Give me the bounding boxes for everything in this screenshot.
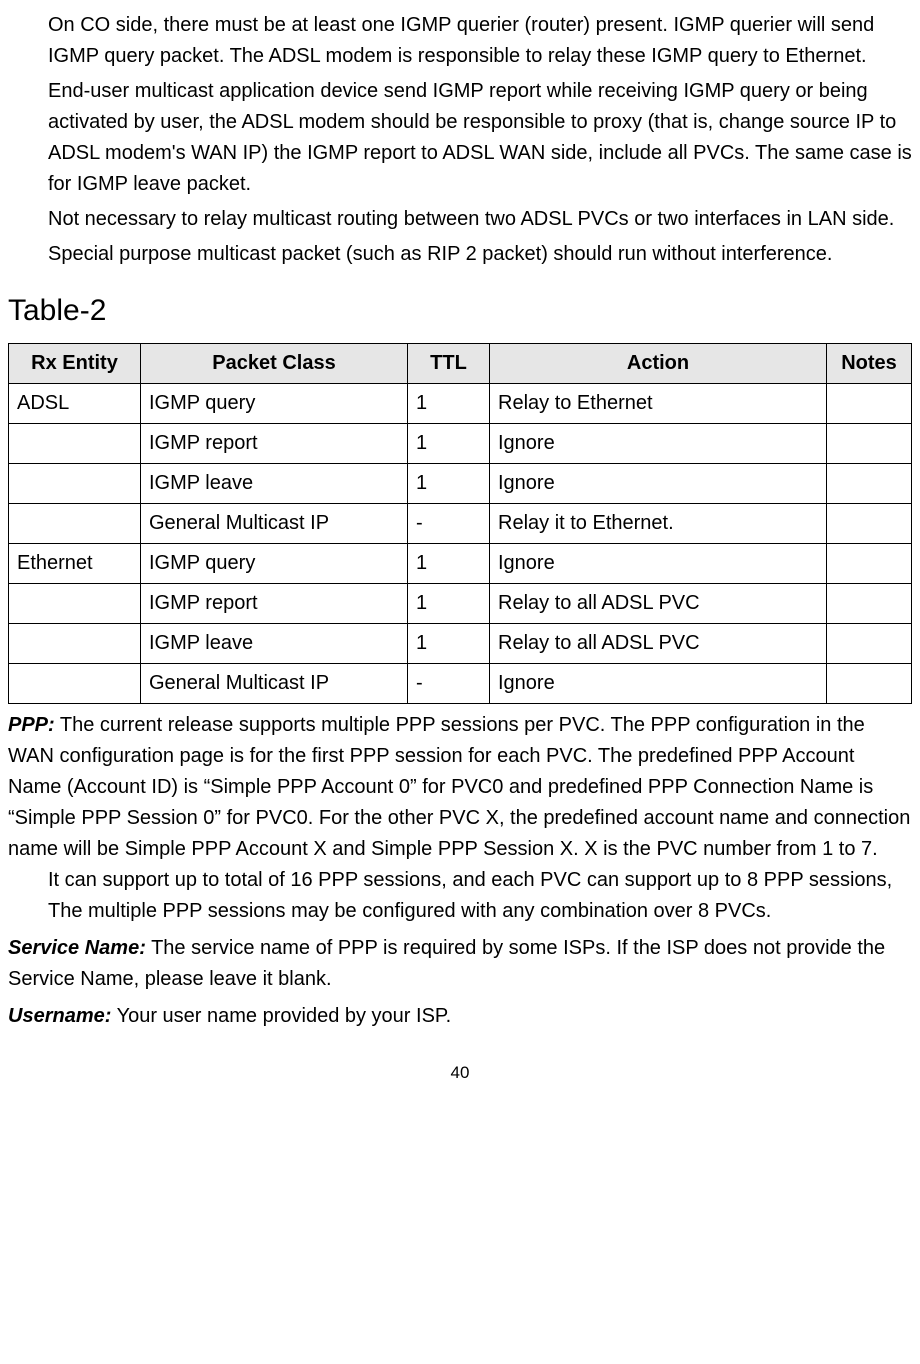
cell-notes xyxy=(827,423,912,463)
paragraph: Special purpose multicast packet (such a… xyxy=(48,239,912,270)
table-row: IGMP leave1Ignore xyxy=(9,463,912,503)
cell-class: IGMP leave xyxy=(141,623,408,663)
cell-action: Ignore xyxy=(490,663,827,703)
cell-rx xyxy=(9,463,141,503)
cell-ttl: 1 xyxy=(408,623,490,663)
cell-notes xyxy=(827,383,912,423)
cell-ttl: - xyxy=(408,663,490,703)
cell-ttl: - xyxy=(408,503,490,543)
cell-rx: ADSL xyxy=(9,383,141,423)
th-class: Packet Class xyxy=(141,343,408,383)
table-title: Table-2 xyxy=(8,288,912,335)
cell-action: Relay to Ethernet xyxy=(490,383,827,423)
cell-class: General Multicast IP xyxy=(141,663,408,703)
paragraph: End-user multicast application device se… xyxy=(48,76,912,200)
def-ppp: PPP: The current release supports multip… xyxy=(8,710,912,927)
paragraph: On CO side, there must be at least one I… xyxy=(48,10,912,72)
cell-ttl: 1 xyxy=(408,583,490,623)
table-row: IGMP report1Ignore xyxy=(9,423,912,463)
cell-notes xyxy=(827,583,912,623)
table-row: General Multicast IP-Ignore xyxy=(9,663,912,703)
def-username-label: Username: xyxy=(8,1005,111,1027)
cell-rx xyxy=(9,503,141,543)
th-notes: Notes xyxy=(827,343,912,383)
cell-ttl: 1 xyxy=(408,423,490,463)
table-row: IGMP leave1Relay to all ADSL PVC xyxy=(9,623,912,663)
cell-action: Ignore xyxy=(490,423,827,463)
def-ppp-body2: It can support up to total of 16 PPP ses… xyxy=(8,865,912,927)
cell-rx xyxy=(9,423,141,463)
def-ppp-body1: The current release supports multiple PP… xyxy=(8,714,910,860)
def-username-body: Your user name provided by your ISP. xyxy=(111,1005,451,1027)
cell-action: Relay it to Ethernet. xyxy=(490,503,827,543)
table-row: IGMP report1Relay to all ADSL PVC xyxy=(9,583,912,623)
th-rx: Rx Entity xyxy=(9,343,141,383)
igmp-table: Rx Entity Packet Class TTL Action Notes … xyxy=(8,343,912,704)
cell-ttl: 1 xyxy=(408,543,490,583)
cell-notes xyxy=(827,463,912,503)
cell-notes xyxy=(827,623,912,663)
paragraph: Not necessary to relay multicast routing… xyxy=(48,204,912,235)
def-service-name: Service Name: The service name of PPP is… xyxy=(8,933,912,995)
def-service-label: Service Name: xyxy=(8,937,146,959)
cell-class: IGMP report xyxy=(141,423,408,463)
th-ttl: TTL xyxy=(408,343,490,383)
def-ppp-label: PPP: xyxy=(8,714,55,736)
cell-ttl: 1 xyxy=(408,463,490,503)
cell-class: IGMP query xyxy=(141,383,408,423)
cell-class: IGMP report xyxy=(141,583,408,623)
th-action: Action xyxy=(490,343,827,383)
def-username: Username: Your user name provided by you… xyxy=(8,1001,912,1032)
cell-action: Relay to all ADSL PVC xyxy=(490,583,827,623)
cell-class: IGMP leave xyxy=(141,463,408,503)
cell-class: IGMP query xyxy=(141,543,408,583)
cell-notes xyxy=(827,543,912,583)
cell-rx: Ethernet xyxy=(9,543,141,583)
cell-action: Ignore xyxy=(490,463,827,503)
cell-notes xyxy=(827,663,912,703)
cell-action: Ignore xyxy=(490,543,827,583)
table-row: EthernetIGMP query1Ignore xyxy=(9,543,912,583)
cell-class: General Multicast IP xyxy=(141,503,408,543)
cell-rx xyxy=(9,663,141,703)
cell-notes xyxy=(827,503,912,543)
table-row: ADSLIGMP query1Relay to Ethernet xyxy=(9,383,912,423)
table-row: General Multicast IP-Relay it to Etherne… xyxy=(9,503,912,543)
cell-ttl: 1 xyxy=(408,383,490,423)
cell-rx xyxy=(9,583,141,623)
cell-action: Relay to all ADSL PVC xyxy=(490,623,827,663)
page-number: 40 xyxy=(8,1060,912,1086)
table-header-row: Rx Entity Packet Class TTL Action Notes xyxy=(9,343,912,383)
cell-rx xyxy=(9,623,141,663)
